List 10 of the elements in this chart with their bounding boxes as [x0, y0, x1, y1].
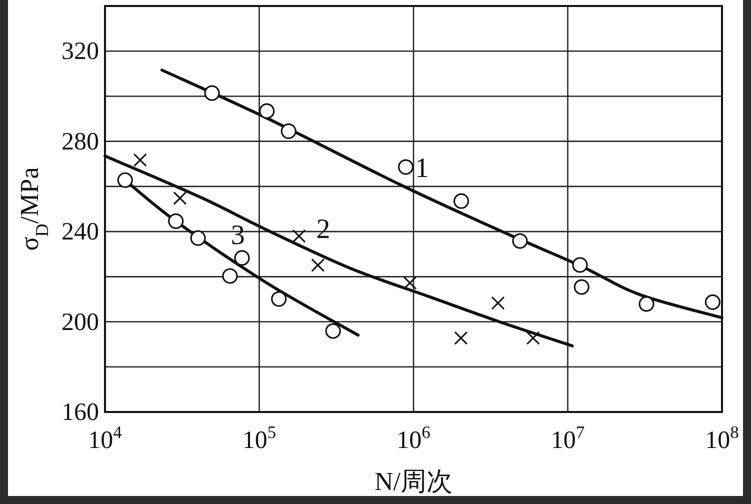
x-axis-title: N/周次 — [374, 467, 452, 496]
series-label: 1 — [414, 153, 429, 184]
x-tick-label: 10$^{6}$ — [396, 422, 431, 454]
x-tick-label: 10$^{5}$ — [242, 422, 276, 454]
y-tick-label: 200 — [62, 308, 99, 336]
y-tick-label: 240 — [62, 218, 99, 246]
x-tick-label: 10$^{8}$ — [705, 422, 740, 454]
y-tick-label: 280 — [62, 128, 99, 156]
x-tick-label: 10$^{7}$ — [550, 422, 585, 454]
y-tick-label: 320 — [62, 38, 99, 66]
